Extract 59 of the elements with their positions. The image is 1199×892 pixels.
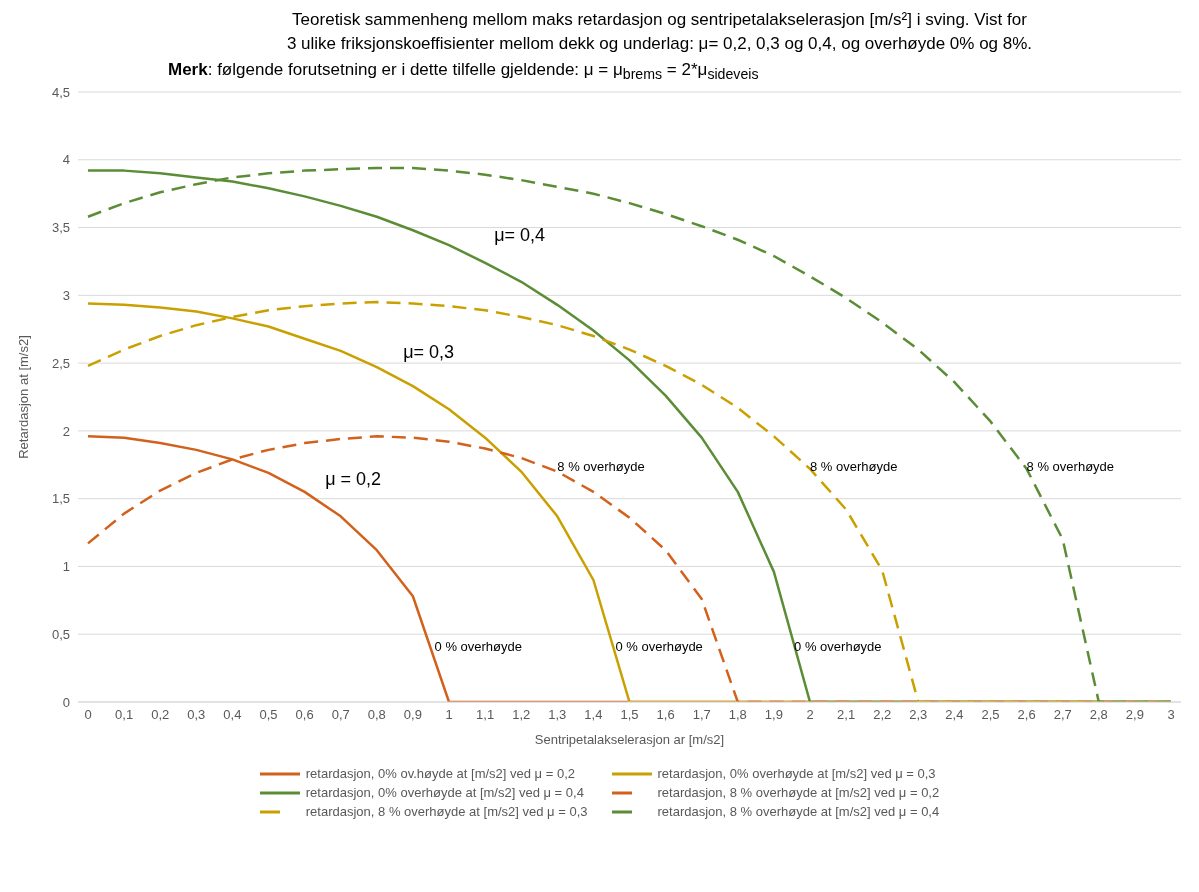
x-tick-label: 2,8	[1089, 707, 1108, 723]
x-tick-label: 2,7	[1053, 707, 1072, 723]
chart-subtitle: Merk: følgende forutsetning er i dette tilfelle gjeldende: μ = μ$_{brems}$ = 2*μ$_{sideveis}$	[168, 60, 759, 83]
x-tick-label: 2,9	[1125, 707, 1144, 723]
x-tick-label: 1,8	[728, 707, 747, 723]
x-tick-label: 1,6	[656, 707, 675, 723]
chart-title: Teoretisk sammenheng mellom maks retardasjon og sentripetalakselerasjon [m/s²] i sving. Vist for 3 ulike friksjonskoeffisienter mellom dekk og underlag: μ= 0,2, 0,3 og 0,4, og overhøyde 0% og 8%.	[285, 9, 1034, 55]
y-tick-label: 4,5	[51, 85, 70, 101]
legend-label: retardasjon, 8 % overhøyde at [m/s2] ved μ = 0,4	[657, 804, 940, 820]
y-tick-label: 1	[62, 559, 70, 575]
legend-label: retardasjon, 8 % overhøyde at [m/s2] ved μ = 0,3	[305, 804, 588, 820]
x-tick-label: 2,5	[981, 707, 1000, 723]
x-tick-label: 0,3	[187, 707, 206, 723]
annotation: 8 % overhøyde	[1026, 459, 1115, 475]
legend-label: retardasjon, 0% ov.høyde at [m/s2] ved μ = 0,2	[305, 766, 575, 782]
annotation: 0 % overhøyde	[434, 638, 522, 655]
x-tick-label: 1,4	[584, 707, 603, 723]
annotation: 8 % overhøyde	[557, 459, 645, 475]
x-tick-label: 0,1	[115, 707, 134, 723]
y-tick-label: 2,5	[51, 356, 70, 372]
annotation: μ= 0,3	[403, 341, 455, 363]
x-tick-label: 0,2	[151, 707, 170, 723]
x-tick-label: 1,9	[764, 707, 783, 723]
x-tick-label: 2,4	[945, 707, 964, 723]
x-tick-label: 1,5	[620, 707, 639, 723]
y-tick-label: 0	[62, 695, 70, 711]
x-tick-label: 1,3	[548, 707, 567, 723]
annotation: 8 % overhøyde	[810, 459, 898, 475]
legend-label: retardasjon, 0% overhøyde at [m/s2] ved μ = 0,4	[305, 785, 584, 801]
y-tick-label: 3	[62, 288, 70, 304]
legend-label: retardasjon, 0% overhøyde at [m/s2] ved μ = 0,3	[657, 766, 936, 782]
annotation: μ = 0,2	[325, 468, 382, 490]
x-tick-label: 1,7	[692, 707, 711, 723]
annotation: μ= 0,4	[494, 224, 546, 246]
x-tick-label: 0,6	[295, 707, 314, 723]
y-tick-label: 4	[62, 152, 70, 168]
x-tick-label: 0,5	[259, 707, 278, 723]
x-tick-label: 1,2	[512, 707, 531, 723]
legend-label: retardasjon, 8 % overhøyde at [m/s2] ved μ = 0,2	[657, 785, 940, 801]
annotation: 0 % overhøyde	[615, 638, 703, 655]
y-tick-label: 0,5	[51, 627, 70, 643]
x-tick-label: 2	[806, 707, 814, 723]
x-tick-label: 0,9	[403, 707, 422, 723]
x-tick-label: 1,1	[476, 707, 495, 723]
x-tick-label: 0	[84, 707, 92, 723]
y-tick-label: 1,5	[51, 491, 70, 507]
x-tick-label: 2,3	[909, 707, 928, 723]
x-tick-label: 1	[445, 707, 453, 723]
x-tick-label: 3	[1167, 707, 1175, 723]
y-tick-label: 2	[62, 423, 70, 439]
y-axis-title: Retardasjon at [m/s2]	[15, 335, 31, 460]
x-tick-label: 0,4	[223, 707, 242, 723]
x-tick-label: 0,7	[331, 707, 350, 723]
x-axis-title: Sentripetalakselerasjon ar [m/s2]	[534, 732, 725, 748]
x-tick-label: 0,8	[367, 707, 386, 723]
x-tick-label: 2,6	[1017, 707, 1036, 723]
x-tick-label: 2,2	[873, 707, 892, 723]
x-tick-label: 2,1	[837, 707, 856, 723]
y-tick-label: 3,5	[51, 220, 70, 236]
